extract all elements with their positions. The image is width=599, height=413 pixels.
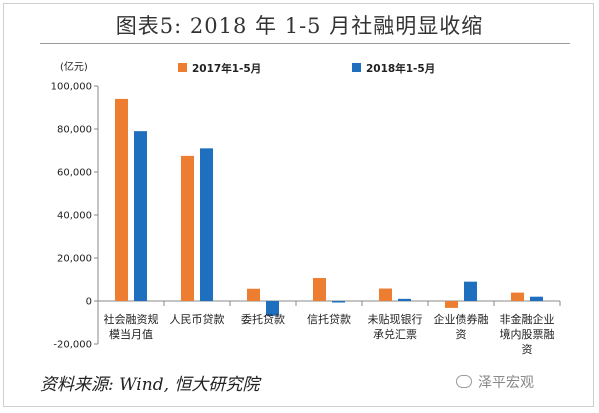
bar-2017 <box>511 292 524 301</box>
x-category-label: 资 <box>522 343 533 356</box>
bar-2017 <box>115 98 128 302</box>
x-category-label: 非金融企业 <box>500 312 555 326</box>
bar-2018 <box>464 281 477 301</box>
x-category-label: 企业债券融 <box>434 312 489 326</box>
bar-2018 <box>332 301 345 303</box>
y-tick-label: 80,000 <box>57 125 92 136</box>
y-tick-label: 40,000 <box>57 211 92 222</box>
x-category-label: 境内股票融 <box>500 327 555 341</box>
bar-2017 <box>247 288 260 301</box>
x-category-label: 社会融资规 <box>104 312 159 326</box>
legend-label-2018: 2018年1-5月 <box>366 62 435 75</box>
x-category-label: 未贴现银行 <box>368 312 423 326</box>
y-unit-label: (亿元) <box>60 60 88 73</box>
wechat-icon <box>456 375 472 388</box>
bar-2017 <box>445 301 458 308</box>
x-category-label: 人民币贷款 <box>170 312 225 326</box>
watermark: 泽平宏观 <box>456 372 534 392</box>
y-tick-label: 60,000 <box>57 168 92 179</box>
watermark-text: 泽平宏观 <box>478 375 534 391</box>
y-tick-label: 100,000 <box>51 82 92 93</box>
bar-2018 <box>398 298 411 301</box>
title-divider <box>40 43 570 44</box>
y-tick-label: -20,000 <box>53 340 92 351</box>
bar-2017 <box>181 155 194 301</box>
bar-2018 <box>266 301 279 316</box>
x-category-label: 信托贷款 <box>307 312 351 326</box>
y-tick-label: 0 <box>86 297 92 308</box>
y-tick-label: 20,000 <box>57 254 92 265</box>
bar-2017 <box>313 277 326 301</box>
x-category-label: 承兑汇票 <box>373 327 417 341</box>
x-category-label: 模当月值 <box>109 327 153 341</box>
bar-2018 <box>530 296 543 301</box>
bar-2017 <box>379 288 392 301</box>
x-category-label: 委托贷款 <box>241 312 285 326</box>
bar-2018 <box>134 131 147 301</box>
legend-swatch-2017 <box>178 63 187 72</box>
x-category-label: 资 <box>456 328 467 341</box>
legend-label-2017: 2017年1-5月 <box>192 62 261 75</box>
source-note: 资料来源: Wind, 恒大研究院 <box>40 375 260 395</box>
bar-2018 <box>200 148 213 301</box>
legend-swatch-2018 <box>352 63 361 72</box>
figure-frame <box>3 3 594 407</box>
figure-title: 图表5: 2018 年 1-5 月社融明显收缩 <box>115 14 484 38</box>
